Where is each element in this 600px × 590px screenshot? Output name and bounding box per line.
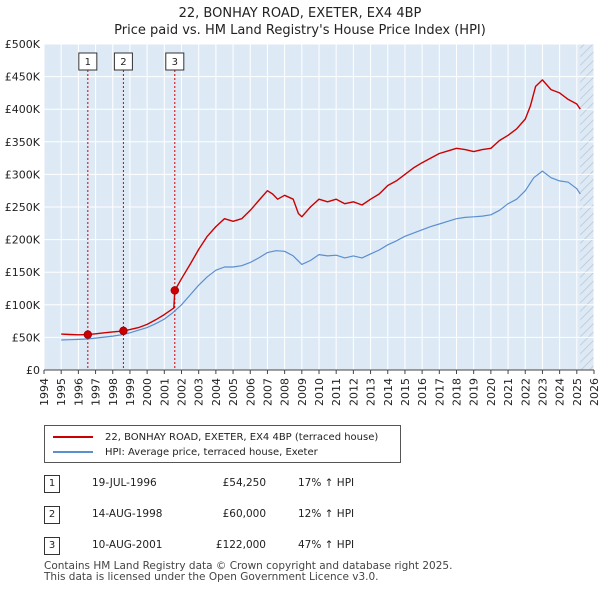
y-tick-label: £250K: [5, 201, 41, 214]
legend-swatch-hpi: [53, 451, 93, 453]
footer-copyright: Contains HM Land Registry data © Crown c…: [44, 560, 453, 572]
x-tick-label: 2023: [536, 378, 549, 406]
x-tick-label: 2001: [158, 378, 171, 406]
x-tick-label: 2014: [382, 378, 395, 406]
sale-date: 10-AUG-2001: [92, 539, 163, 551]
x-tick-label: 2025: [571, 378, 584, 406]
title-subtitle: Price paid vs. HM Land Registry's House …: [114, 23, 486, 38]
x-tick-label: 2002: [176, 378, 189, 406]
sale-number: 3: [44, 537, 60, 555]
x-tick-label: 2004: [210, 378, 223, 406]
price-chart: 1 2 3 £0 £50K £100K £150K £200K £250K £300K £350K…: [5, 38, 600, 406]
x-tick-label: 1997: [90, 378, 103, 406]
x-tick-label: 2021: [502, 378, 515, 406]
legend-item-property: 22, BONHAY ROAD, EXETER, EX4 4BP (terrac…: [53, 430, 378, 444]
legend-label-property: 22, BONHAY ROAD, EXETER, EX4 4BP (terrac…: [105, 431, 379, 443]
sale-number: 2: [44, 506, 60, 524]
x-axis: 1994 1995 1996 1997 1998 1999 2000 2001 2002 2003…: [38, 369, 600, 406]
x-tick-label: 2026: [588, 378, 600, 406]
x-tick-label: 1998: [107, 378, 120, 406]
x-tick-label: 2007: [261, 378, 274, 406]
sale-date: 19-JUL-1996: [92, 477, 157, 489]
x-tick-label: 2010: [313, 378, 326, 406]
y-tick-label: £100K: [5, 299, 41, 312]
sale-price: £54,250: [222, 477, 266, 489]
legend-item-hpi: HPI: Average price, terraced house, Exet…: [53, 445, 318, 459]
x-tick-label: 2013: [365, 378, 378, 406]
x-tick-label: 2006: [244, 378, 257, 406]
x-tick-label: 2017: [433, 378, 446, 406]
sale-lines: 1 2 3: [78, 52, 185, 370]
sale-hpi-change: 17% ↑ HPI: [298, 477, 355, 489]
x-tick-label: 2012: [347, 378, 360, 406]
legend: 22, BONHAY ROAD, EXETER, EX4 4BP (terrac…: [44, 425, 401, 463]
x-tick-label: 1995: [55, 378, 68, 406]
sale-row: 3 10-AUG-2001 £122,000 47% ↑ HPI: [44, 537, 404, 559]
series-lines: [61, 79, 581, 341]
title-address: 22, BONHAY ROAD, EXETER, EX4 4BP: [178, 6, 422, 21]
y-tick-label: £450K: [5, 71, 41, 84]
x-tick-label: 2009: [296, 378, 309, 406]
sale-number: 1: [44, 475, 60, 493]
x-tick-label: 2016: [416, 378, 429, 406]
sale-hpi-change: 12% ↑ HPI: [298, 508, 355, 520]
y-tick-label: £400K: [5, 103, 41, 116]
sale-markers: [83, 286, 179, 339]
sale-label-box: [78, 52, 98, 71]
y-tick-label: £150K: [5, 266, 41, 279]
sale-price: £122,000: [215, 539, 266, 551]
y-axis: £0 £50K £100K £150K £200K £250K £300K £350K £400…: [5, 38, 41, 377]
x-tick-label: 1996: [72, 378, 85, 406]
y-tick-label: £200K: [5, 234, 41, 247]
y-tick-label: £300K: [5, 168, 41, 181]
sale-marker: [119, 326, 128, 336]
sale-label: 2: [120, 57, 126, 68]
x-tick-label: 2024: [554, 378, 567, 406]
sale-label-box: [113, 52, 133, 71]
series-line-property: [61, 79, 581, 336]
x-tick-label: 2005: [227, 378, 240, 406]
sale-label: 3: [172, 57, 178, 68]
sale-price: £60,000: [222, 508, 266, 520]
sale-row: 2 14-AUG-1998 £60,000 12% ↑ HPI: [44, 506, 404, 528]
x-tick-label: 1999: [124, 378, 137, 406]
x-tick-label: 2022: [519, 378, 532, 406]
y-tick-label: £0: [26, 364, 40, 377]
x-tick-label: 2020: [485, 378, 498, 406]
legend-swatch-property: [53, 436, 93, 438]
sale-marker: [83, 330, 93, 339]
legend-label-hpi: HPI: Average price, terraced house, Exet…: [105, 446, 318, 458]
sale-marker: [170, 286, 179, 295]
sale-label-box: [165, 52, 185, 71]
x-tick-label: 1994: [38, 378, 51, 406]
chart-title: 22, BONHAY ROAD, EXETER, EX4 4BP Price p…: [0, 5, 600, 39]
x-tick-label: 2008: [279, 378, 292, 406]
sale-hpi-change: 47% ↑ HPI: [298, 539, 355, 551]
x-tick-label: 2015: [399, 378, 412, 406]
gridlines: [43, 43, 595, 371]
x-tick-label: 2003: [193, 378, 206, 406]
x-tick-label: 2011: [330, 378, 343, 406]
y-tick-label: £50K: [12, 331, 41, 344]
series-line-hpi: [61, 170, 581, 341]
y-tick-label: £350K: [5, 136, 41, 149]
x-tick-label: 2019: [468, 378, 481, 406]
x-tick-label: 2000: [141, 378, 154, 406]
sale-date: 14-AUG-1998: [92, 508, 163, 520]
sale-row: 1 19-JUL-1996 £54,250 17% ↑ HPI: [44, 475, 404, 497]
sale-label: 1: [85, 57, 91, 68]
x-tick-label: 2018: [451, 378, 464, 406]
footer-licence: This data is licensed under the Open Gov…: [44, 571, 379, 583]
footer: Contains HM Land Registry data © Crown c…: [44, 561, 452, 583]
y-tick-label: £500K: [5, 38, 41, 51]
